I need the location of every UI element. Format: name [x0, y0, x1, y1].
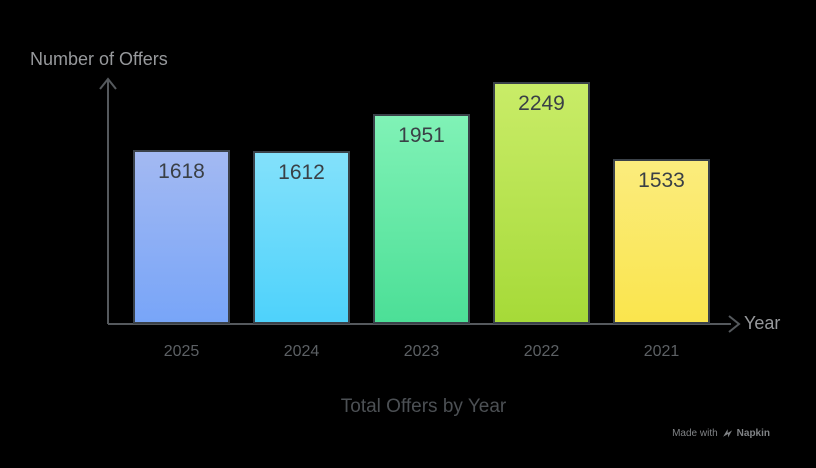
bar-value-label: 2249 — [518, 92, 565, 115]
bar-2025: 1618 — [133, 150, 230, 324]
bar-2021: 1533 — [613, 159, 710, 324]
bar-value-label: 1533 — [638, 169, 685, 192]
bar-2023: 1951 — [373, 114, 470, 324]
x-axis-arrow-icon — [728, 315, 741, 333]
bar-2022: 2249 — [493, 82, 590, 324]
x-tick-label-2022: 2022 — [523, 343, 560, 360]
watermark: Made with Napkin — [672, 428, 770, 439]
bar-2024: 1612 — [253, 151, 350, 324]
bar-value-label: 1951 — [398, 124, 445, 147]
bar-value-label: 1612 — [278, 161, 325, 184]
napkin-logo-icon — [722, 429, 732, 438]
watermark-brand: Napkin — [736, 428, 770, 439]
x-tick-label-2025: 2025 — [163, 343, 200, 360]
y-axis-arrow-icon — [99, 77, 117, 90]
x-tick-label-2024: 2024 — [283, 343, 320, 360]
chart-title: Total Offers by Year — [340, 396, 507, 417]
x-tick-label-2021: 2021 — [643, 343, 680, 360]
watermark-made-with: Made with — [672, 428, 718, 439]
y-axis-title: Number of Offers — [30, 49, 168, 69]
bar-value-label: 1618 — [158, 160, 205, 183]
x-tick-label-2023: 2023 — [403, 343, 440, 360]
x-axis-title: Year — [744, 313, 781, 333]
